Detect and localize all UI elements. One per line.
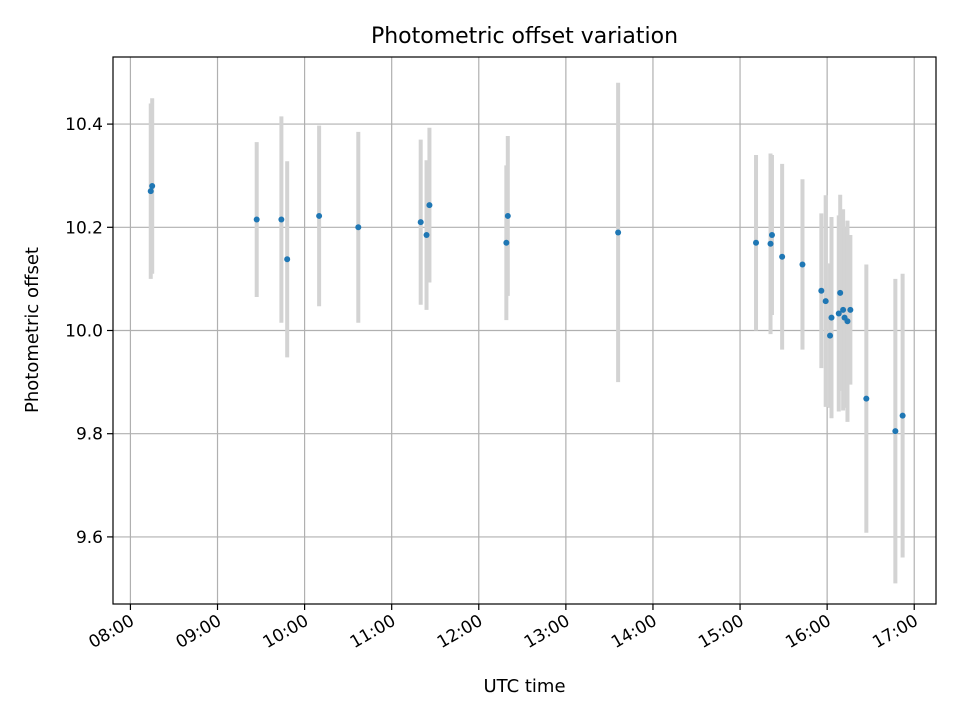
x-tick-label: 13:00 — [521, 611, 573, 653]
x-axis-label: UTC time — [483, 676, 565, 697]
x-tick-label: 16:00 — [782, 611, 834, 653]
x-tick-label: 09:00 — [173, 611, 225, 653]
x-tick-label: 12:00 — [434, 611, 486, 653]
data-point — [837, 289, 844, 296]
y-axis-label: Photometric offset — [22, 247, 43, 413]
data-point — [278, 216, 285, 223]
y-tick-label: 10.4 — [65, 115, 103, 135]
data-point — [799, 261, 806, 268]
data-point — [844, 318, 851, 325]
x-tick-label: 14:00 — [608, 611, 660, 653]
data-point — [827, 332, 834, 339]
x-axis-ticks: 08:00 09:00 10:00 11:00 12:00 13:00 14:00 15:00… — [85, 604, 922, 653]
data-point — [426, 202, 433, 209]
data-point — [423, 232, 430, 239]
x-tick-label: 15:00 — [695, 611, 747, 653]
data-point — [840, 306, 847, 313]
y-tick-label: 10.2 — [65, 218, 103, 238]
data-point — [899, 412, 906, 419]
data-point — [284, 256, 291, 263]
y-axis-ticks: 9.6 9.8 10.0 10.2 10.4 — [65, 115, 113, 548]
grid-lines — [113, 57, 936, 604]
data-point — [503, 239, 510, 246]
y-tick-label: 9.6 — [76, 528, 103, 548]
data-point — [504, 212, 511, 219]
data-point — [835, 310, 842, 317]
data-point — [355, 224, 362, 231]
data-point — [828, 314, 835, 321]
data-point — [149, 183, 156, 190]
x-tick-label: 08:00 — [85, 611, 137, 653]
data-point — [768, 232, 775, 239]
data-point — [892, 428, 899, 435]
data-point — [779, 253, 786, 260]
x-tick-label: 17:00 — [869, 611, 921, 653]
error-bars — [148, 82, 905, 584]
data-point — [147, 188, 154, 195]
data-point — [615, 229, 622, 236]
data-point — [822, 298, 829, 305]
data-point — [253, 216, 260, 223]
y-tick-label: 10.0 — [65, 322, 103, 342]
data-point — [316, 212, 323, 219]
data-point — [753, 239, 760, 246]
data-point — [863, 395, 870, 402]
data-point — [847, 306, 854, 313]
x-tick-label: 10:00 — [260, 611, 312, 653]
y-tick-label: 9.8 — [76, 425, 103, 445]
chart-title: Photometric offset variation — [371, 24, 678, 49]
data-points — [147, 183, 906, 435]
data-point — [417, 219, 424, 226]
x-tick-label: 11:00 — [347, 611, 399, 653]
data-point — [818, 287, 825, 294]
data-point — [767, 240, 774, 247]
